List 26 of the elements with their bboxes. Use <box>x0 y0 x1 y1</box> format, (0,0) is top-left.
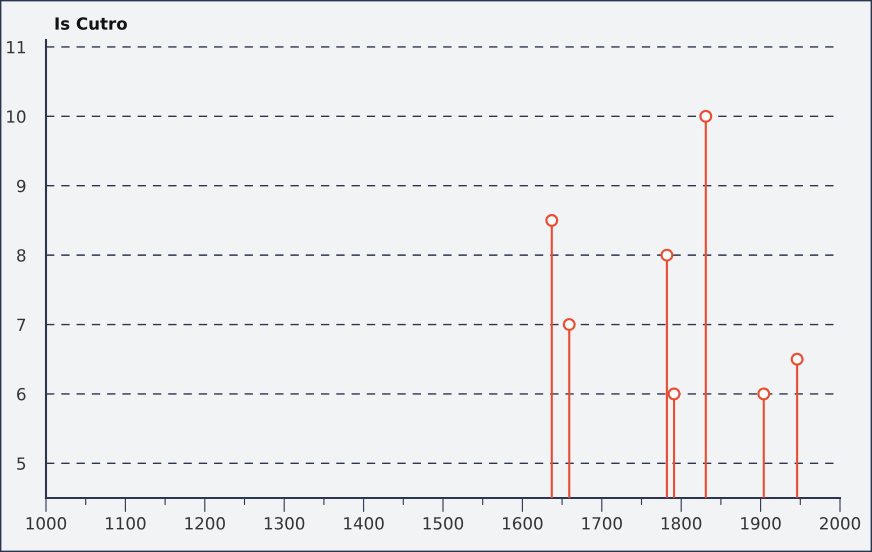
y-tick-label: 8 <box>17 249 26 262</box>
x-tick-label: 1000 <box>26 517 66 530</box>
x-tick-label: 2000 <box>820 517 860 530</box>
point <box>668 387 680 400</box>
x-tick-label: 1900 <box>741 517 781 530</box>
point <box>660 248 674 262</box>
point <box>757 387 770 400</box>
y-tick-label: 7 <box>17 318 26 331</box>
x-tick-label: 1500 <box>424 517 464 530</box>
y-tick-label: 6 <box>17 388 26 400</box>
y-tick-label: 11 <box>7 41 26 54</box>
point <box>790 352 804 366</box>
x-tick-label: 1600 <box>503 517 542 530</box>
y-tick-label: 10 <box>7 110 26 123</box>
point <box>562 318 576 331</box>
x-tick-label: 1100 <box>106 517 146 530</box>
x-tick-label: 1200 <box>185 517 225 530</box>
chart-title: Is Cutro <box>56 17 127 30</box>
point <box>545 214 558 227</box>
x-tick-label: 1700 <box>582 517 622 530</box>
x-tick-label: 1300 <box>264 517 304 530</box>
point <box>699 110 712 123</box>
y-tick-label: 5 <box>17 457 26 470</box>
x-tick-label: 1400 <box>344 517 384 530</box>
x-tick-label: 1800 <box>662 517 702 530</box>
y-tick-label: 9 <box>17 180 26 192</box>
